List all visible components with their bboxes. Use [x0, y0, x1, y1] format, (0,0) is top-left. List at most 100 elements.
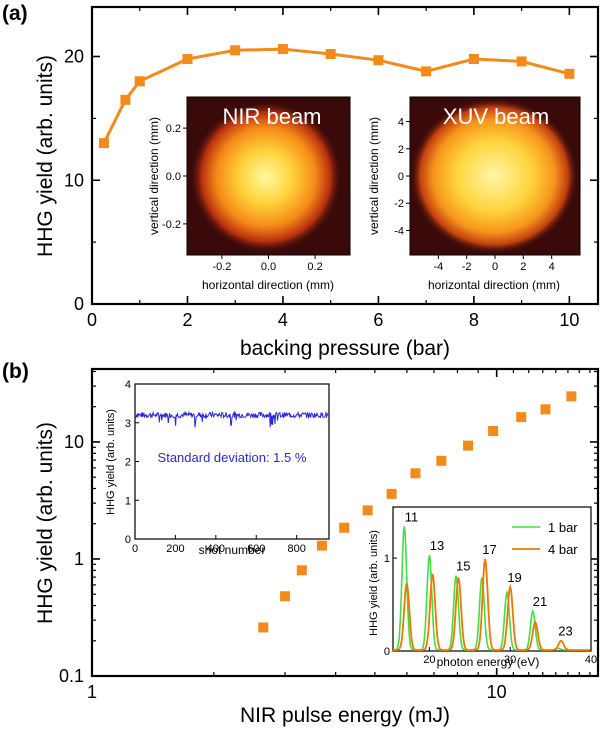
data-point	[325, 49, 336, 60]
xuv-beam-inset: XUV beam -4 -2 0 2 4 -4 -2 0 2 4 horizontal direc…	[367, 96, 581, 292]
harmonic-label: 15	[456, 559, 470, 574]
stability-frame	[134, 383, 330, 540]
data-point	[516, 56, 527, 67]
stability-x-tick-label: 0	[132, 543, 138, 555]
data-point	[373, 55, 384, 66]
spectrum-ylabel: HHG yield (arb. units)	[368, 530, 380, 636]
beam-x-tick-label: 0.2	[307, 261, 322, 273]
panel-a-ticks	[91, 7, 598, 305]
spectrum-x-tick-label: 40	[585, 654, 597, 666]
nir-beam-ylabel: vertical direction (mm)	[147, 117, 161, 235]
spectrum-x-tick-label: 30	[504, 654, 516, 666]
beam-x-tick-label: 2	[520, 261, 526, 273]
nir-beam-title: NIR beam	[222, 104, 321, 129]
beam-x-tick-label: -0.2	[212, 261, 231, 273]
spectrum-y-tick-label: 0	[384, 646, 390, 658]
xuv-beam-ylabel: vertical direction (mm)	[367, 117, 381, 235]
nir-beam-inset: NIR beam -0.2 0.0 0.2 -0.2 0.0 0.2 horizontal…	[147, 96, 351, 292]
data-point	[296, 565, 307, 576]
beam-y-tick-label: 0	[398, 171, 404, 183]
stability-y-tick-label: 4	[125, 379, 131, 391]
x-tick-label: 0	[87, 310, 97, 330]
harmonic-label: 21	[533, 594, 547, 609]
spectrum-harmonic-labels: 11 13 15 17 19 21 23	[405, 509, 573, 638]
data-point	[468, 53, 479, 64]
data-point	[488, 426, 499, 437]
x-tick-label: 2	[182, 310, 192, 330]
data-point	[316, 540, 327, 551]
data-point	[386, 488, 397, 499]
nir-beam-spot	[190, 104, 342, 256]
y-tick-label: 1	[74, 549, 84, 569]
data-point	[362, 505, 373, 516]
beam-y-tick-label: -4	[394, 225, 404, 237]
stability-x-tick-label: 400	[207, 543, 225, 555]
x-tick-label: 1	[87, 682, 97, 702]
beam-x-tick-label: 0	[492, 261, 498, 273]
beam-y-tick-label: 0.2	[166, 123, 181, 135]
beam-y-tick-label: -0.2	[162, 219, 181, 231]
stability-trace	[134, 410, 330, 428]
data-point	[564, 68, 575, 79]
stability-ylabel: HHG yield (arb. units)	[105, 409, 117, 515]
xuv-beam-title: XUV beam	[443, 104, 549, 129]
harmonic-label: 19	[507, 570, 521, 585]
panel-b-frame	[90, 367, 600, 678]
beam-x-tick-label: -4	[433, 261, 443, 273]
beam-x-tick-label: 0.0	[261, 261, 276, 273]
xuv-beam-ticks: -4 -2 0 2 4 -4 -2 0 2 4	[394, 117, 555, 273]
x-tick-label: 6	[373, 310, 383, 330]
spectrum-xlabel: photon energy (eV)	[437, 655, 540, 669]
harmonic-label: 23	[558, 624, 572, 639]
data-point	[516, 412, 527, 423]
data-point	[277, 44, 288, 55]
stability-annotation: Standard deviation: 1.5 %	[158, 450, 307, 465]
xuv-beam-spot	[410, 98, 578, 254]
panel-b-ticks	[91, 369, 598, 677]
stability-x-tick-label: 800	[287, 543, 305, 555]
spectrum-inset: 20 30 40 0 1 11 13 15 17 19 21 23 1 bar 4 bar phot…	[368, 506, 597, 669]
panel-b-ylabel: HHG yield (arb. units)	[34, 422, 57, 624]
stability-x-tick-label: 200	[166, 543, 184, 555]
beam-x-tick-label: -2	[462, 261, 472, 273]
y-tick-label: 10	[64, 432, 84, 452]
panel-a-markers	[98, 44, 575, 149]
xuv-beam-xlabel: horizontal direction (mm)	[428, 278, 560, 292]
y-tick-label: 10	[64, 170, 84, 190]
spectrum-legend: 1 bar 4 bar	[512, 520, 578, 557]
beam-y-tick-label: 4	[398, 117, 404, 129]
stability-y-tick-label: 3	[125, 418, 131, 430]
spectrum-x-tick-label: 20	[423, 654, 435, 666]
beam-y-tick-label: -2	[394, 198, 404, 210]
harmonic-label: 11	[405, 509, 419, 524]
panel-a-ylabel: HHG yield (arb. units)	[34, 55, 57, 257]
data-point	[436, 455, 447, 466]
beam-x-tick-label: 4	[549, 261, 555, 273]
stability-ticks: 0 200 400 600 800 0 1 2 3 4	[125, 379, 306, 555]
legend-1bar-label: 1 bar	[548, 520, 578, 535]
stability-y-tick-label: 0	[125, 534, 131, 546]
panel-a-frame	[90, 5, 600, 306]
data-point	[566, 391, 577, 402]
x-tick-label: 8	[469, 310, 479, 330]
harmonic-label: 13	[430, 538, 444, 553]
stability-y-tick-label: 1	[125, 495, 131, 507]
beam-y-tick-label: 0.0	[166, 171, 181, 183]
stability-inset: 0 200 400 600 800 0 1 2 3 4 Standard deviation: 1…	[105, 379, 330, 557]
legend-4bar-label: 4 bar	[548, 542, 578, 557]
x-tick-label: 10	[487, 682, 507, 702]
panel-a-xlabel: backing pressure (bar)	[240, 337, 450, 360]
y-tick-label: 20	[64, 47, 84, 67]
data-point	[120, 94, 131, 105]
panel-a-label: (a)	[2, 2, 28, 25]
data-point	[230, 45, 241, 56]
data-point	[134, 76, 145, 87]
panel-b-label: (b)	[2, 360, 29, 383]
stability-y-tick-label: 2	[125, 457, 131, 469]
data-point	[540, 404, 551, 415]
panel-b-xlabel: NIR pulse energy (mJ)	[240, 704, 450, 727]
